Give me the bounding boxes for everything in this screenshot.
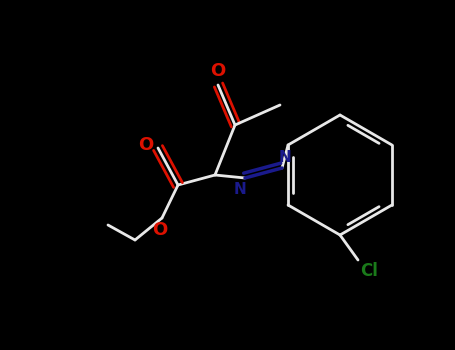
Text: O: O (138, 136, 154, 154)
Text: O: O (152, 221, 167, 239)
Text: O: O (210, 62, 226, 80)
Text: N: N (278, 150, 291, 166)
Text: N: N (233, 182, 246, 197)
Text: Cl: Cl (360, 262, 378, 280)
